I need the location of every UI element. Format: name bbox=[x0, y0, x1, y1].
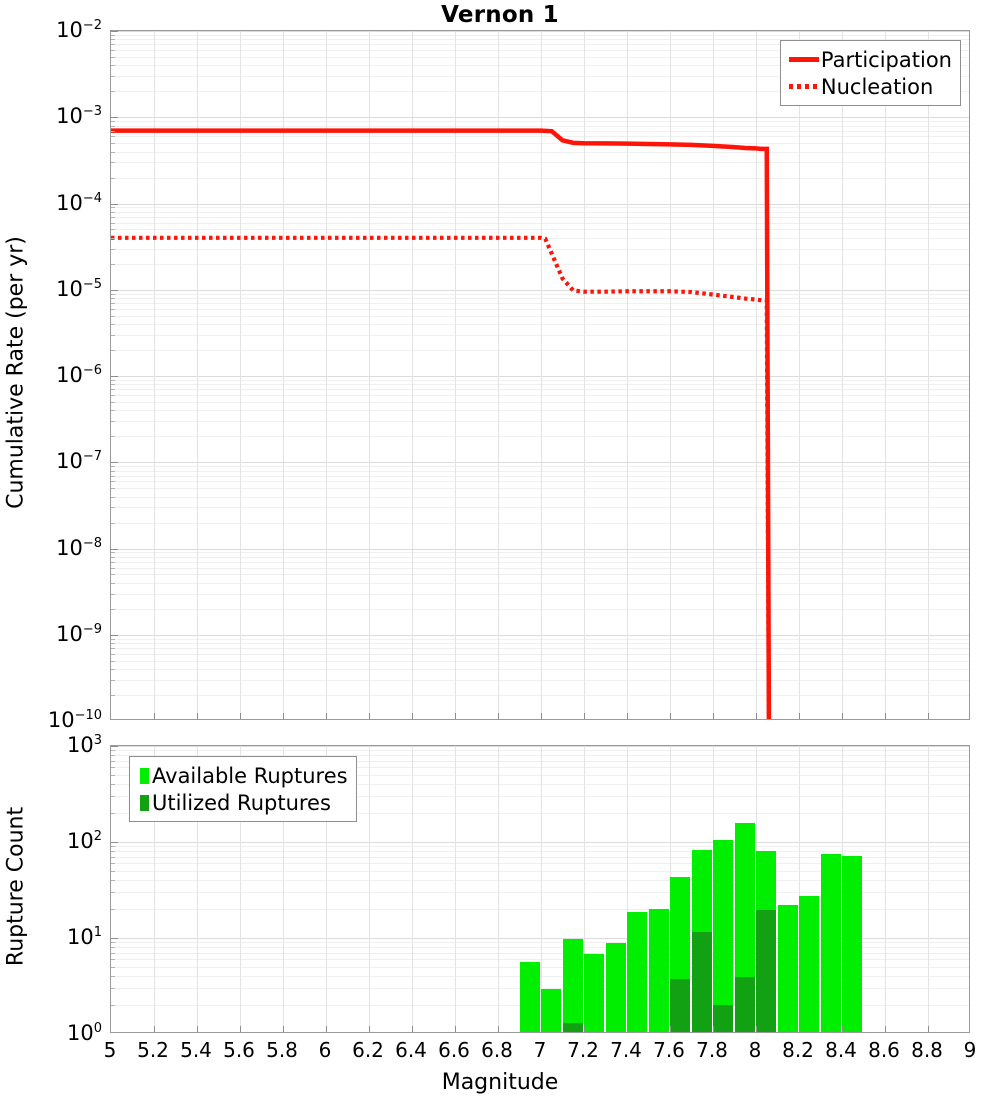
x-tick-label-6: 6.2 bbox=[352, 1038, 384, 1062]
available-ruptures-swatch-icon bbox=[136, 767, 152, 784]
utilized-ruptures-bar bbox=[562, 1022, 583, 1032]
histogram-bar bbox=[756, 850, 776, 1032]
bottom-y-tick-3: 100 bbox=[66, 1021, 102, 1045]
top-y-tick-4: 10−6 bbox=[56, 363, 102, 387]
bottom-y-tick-1: 102 bbox=[66, 829, 102, 853]
histogram-bar bbox=[777, 905, 798, 1032]
x-tick-label-10: 7 bbox=[533, 1038, 547, 1062]
top-panel-y-tick-labels: 10−2 10−3 10−4 10−5 10−6 10−7 10−8 10−9 10−10 bbox=[0, 18, 102, 732]
available-ruptures-bar bbox=[519, 961, 540, 1032]
participation-line-icon bbox=[787, 57, 821, 62]
histogram-bar bbox=[670, 877, 690, 1032]
top-y-tick-3: 10−5 bbox=[56, 276, 102, 301]
utilized-ruptures-bar bbox=[734, 977, 755, 1032]
bottom-panel-y-tick-labels: 103 102 101 100 bbox=[0, 733, 102, 1045]
histogram-bar bbox=[820, 854, 841, 1032]
available-ruptures-bar bbox=[562, 939, 583, 1032]
x-tick-label-17: 8.4 bbox=[825, 1038, 857, 1062]
x-tick-label-20: 9 bbox=[963, 1038, 977, 1062]
top-y-tick-1: 10−3 bbox=[56, 104, 102, 129]
x-tick-label-18: 8.6 bbox=[868, 1038, 900, 1062]
available-ruptures-bar bbox=[777, 905, 798, 1032]
figure-title: Vernon 1 bbox=[441, 2, 559, 28]
legend-item-nucleation[interactable]: Nucleation bbox=[787, 73, 952, 100]
legend-label-nucleation: Nucleation bbox=[820, 74, 934, 99]
utilized-ruptures-bar bbox=[691, 932, 712, 1032]
available-ruptures-bar bbox=[605, 942, 626, 1032]
available-ruptures-bar bbox=[713, 839, 733, 1032]
histogram-bar bbox=[648, 909, 669, 1032]
rupture-count-plot: Available Ruptures Utilized Ruptures bbox=[110, 745, 970, 1033]
x-tick-label-5: 6 bbox=[318, 1038, 332, 1062]
nucleation-curve bbox=[111, 235, 771, 719]
legend-item-participation[interactable]: Participation bbox=[787, 46, 952, 73]
x-axis-title: Magnitude bbox=[441, 1070, 559, 1095]
x-tick-label-3: 5.6 bbox=[223, 1038, 255, 1062]
nucleation-line-icon bbox=[787, 84, 821, 89]
available-ruptures-bar bbox=[627, 911, 647, 1032]
histogram-bar bbox=[842, 856, 862, 1032]
magnitude-frequency-plot: Participation Nucleation bbox=[110, 30, 970, 720]
legend-item-utilized-ruptures[interactable]: Utilized Ruptures bbox=[136, 789, 348, 816]
histogram-bar bbox=[541, 989, 561, 1032]
histogram-bar bbox=[627, 911, 647, 1032]
available-ruptures-bar bbox=[820, 854, 841, 1032]
available-ruptures-bar bbox=[648, 909, 669, 1032]
available-ruptures-bar bbox=[799, 896, 819, 1032]
participation-curve bbox=[111, 128, 772, 719]
x-tick-label-15: 8 bbox=[748, 1038, 762, 1062]
histogram-bar bbox=[799, 896, 819, 1032]
top-y-tick-7: 10−9 bbox=[56, 621, 102, 646]
utilized-ruptures-bar bbox=[756, 910, 776, 1032]
mfd-curves bbox=[111, 128, 772, 719]
top-y-tick-0: 10−2 bbox=[56, 18, 102, 42]
x-tick-label-4: 5.8 bbox=[266, 1038, 298, 1062]
available-ruptures-bar bbox=[842, 856, 862, 1032]
histogram-bar bbox=[734, 822, 755, 1032]
legend-label-utilized-ruptures: Utilized Ruptures bbox=[152, 790, 331, 815]
histogram-bar bbox=[691, 850, 712, 1032]
top-y-tick-5: 10−7 bbox=[56, 449, 102, 474]
x-tick-label-12: 7.4 bbox=[610, 1038, 642, 1062]
x-tick-label-1: 5.2 bbox=[137, 1038, 169, 1062]
utilized-ruptures-bar bbox=[713, 1005, 733, 1032]
x-tick-label-13: 7.6 bbox=[653, 1038, 685, 1062]
x-tick-label-14: 7.8 bbox=[696, 1038, 728, 1062]
x-tick-label-19: 8.8 bbox=[911, 1038, 943, 1062]
x-tick-label-7: 6.4 bbox=[395, 1038, 427, 1062]
available-ruptures-bar bbox=[541, 989, 561, 1032]
bottom-y-tick-0: 103 bbox=[66, 733, 102, 757]
x-tick-label-2: 5.4 bbox=[180, 1038, 212, 1062]
top-y-tick-8: 10−10 bbox=[47, 708, 102, 732]
x-tick-label-8: 6.6 bbox=[438, 1038, 470, 1062]
x-tick-label-11: 7.2 bbox=[567, 1038, 599, 1062]
histogram-bar bbox=[519, 961, 540, 1032]
histogram-bar bbox=[713, 839, 733, 1032]
utilized-ruptures-bar bbox=[670, 978, 690, 1032]
histogram-bar bbox=[584, 953, 604, 1032]
histogram-bar bbox=[605, 942, 626, 1032]
top-y-tick-2: 10−4 bbox=[56, 190, 102, 215]
x-tick-label-0: 5 bbox=[103, 1038, 117, 1062]
bottom-panel-legend[interactable]: Available Ruptures Utilized Ruptures bbox=[129, 756, 357, 822]
legend-label-available-ruptures: Available Ruptures bbox=[152, 763, 348, 788]
x-tick-label-9: 6.8 bbox=[481, 1038, 513, 1062]
top-panel-legend[interactable]: Participation Nucleation bbox=[779, 40, 961, 106]
utilized-ruptures-swatch-icon bbox=[136, 794, 152, 811]
top-y-tick-6: 10−8 bbox=[56, 535, 102, 560]
bottom-y-tick-2: 101 bbox=[66, 925, 102, 949]
x-tick-label-16: 8.2 bbox=[782, 1038, 814, 1062]
x-tick-labels: 5 5.2 5.4 5.6 5.8 6 6.2 6.4 6.6 6.8 7 7.2 7.4 7.6 7.8 8… bbox=[104, 1038, 977, 1068]
legend-label-participation: Participation bbox=[820, 47, 952, 72]
histogram-bar bbox=[562, 939, 583, 1032]
available-ruptures-bar bbox=[584, 953, 604, 1032]
legend-item-available-ruptures[interactable]: Available Ruptures bbox=[136, 762, 348, 789]
